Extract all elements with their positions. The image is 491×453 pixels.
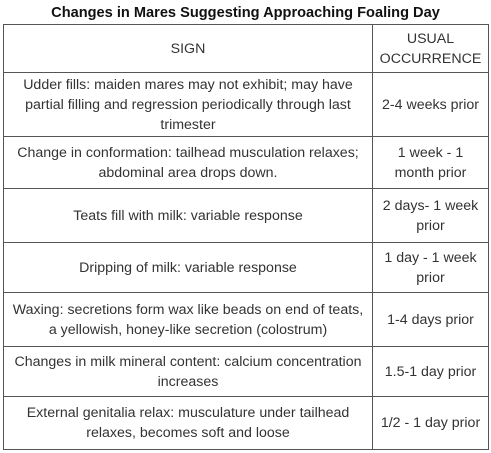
header-row: SIGN USUAL OCCURRENCE [3,24,489,73]
sign-cell: Changes in milk mineral content: calcium… [3,346,373,397]
table-row: Udder fills: maiden mares may not exhibi… [3,72,489,137]
sign-cell: Waxing: secretions form wax like beads o… [3,292,373,347]
table-row: Waxing: secretions form wax like beads o… [3,292,489,347]
table-row: Dripping of milk: variable response 1 da… [3,242,489,293]
sign-cell: Teats fill with milk: variable response [3,188,373,243]
occurrence-cell: 1.5-1 day prior [372,346,489,397]
occurrence-cell: 1 week - 1 month prior [372,136,489,189]
table-row: External genitalia relax: musculature un… [3,396,489,450]
occurrence-cell: 2 days- 1 week prior [372,188,489,243]
sign-cell: Dripping of milk: variable response [3,242,373,293]
table-row: Change in conformation: tailhead muscula… [3,136,489,189]
sign-cell: Udder fills: maiden mares may not exhibi… [3,72,373,137]
column-header-sign: SIGN [3,24,373,73]
table-title: Changes in Mares Suggesting Approaching … [51,5,440,21]
table-row: Changes in milk mineral content: calcium… [3,346,489,397]
occurrence-cell: 2-4 weeks prior [372,72,489,137]
table-row: Teats fill with milk: variable response … [3,188,489,243]
occurrence-cell: 1/2 - 1 day prior [372,396,489,450]
occurrence-cell: 1 day - 1 week prior [372,242,489,293]
sign-cell: External genitalia relax: musculature un… [3,396,373,450]
column-header-occurrence: USUAL OCCURRENCE [372,24,489,73]
sign-cell: Change in conformation: tailhead muscula… [3,136,373,189]
occurrence-cell: 1-4 days prior [372,292,489,347]
foaling-signs-table: SIGN USUAL OCCURRENCE Udder fills: maide… [3,24,489,450]
